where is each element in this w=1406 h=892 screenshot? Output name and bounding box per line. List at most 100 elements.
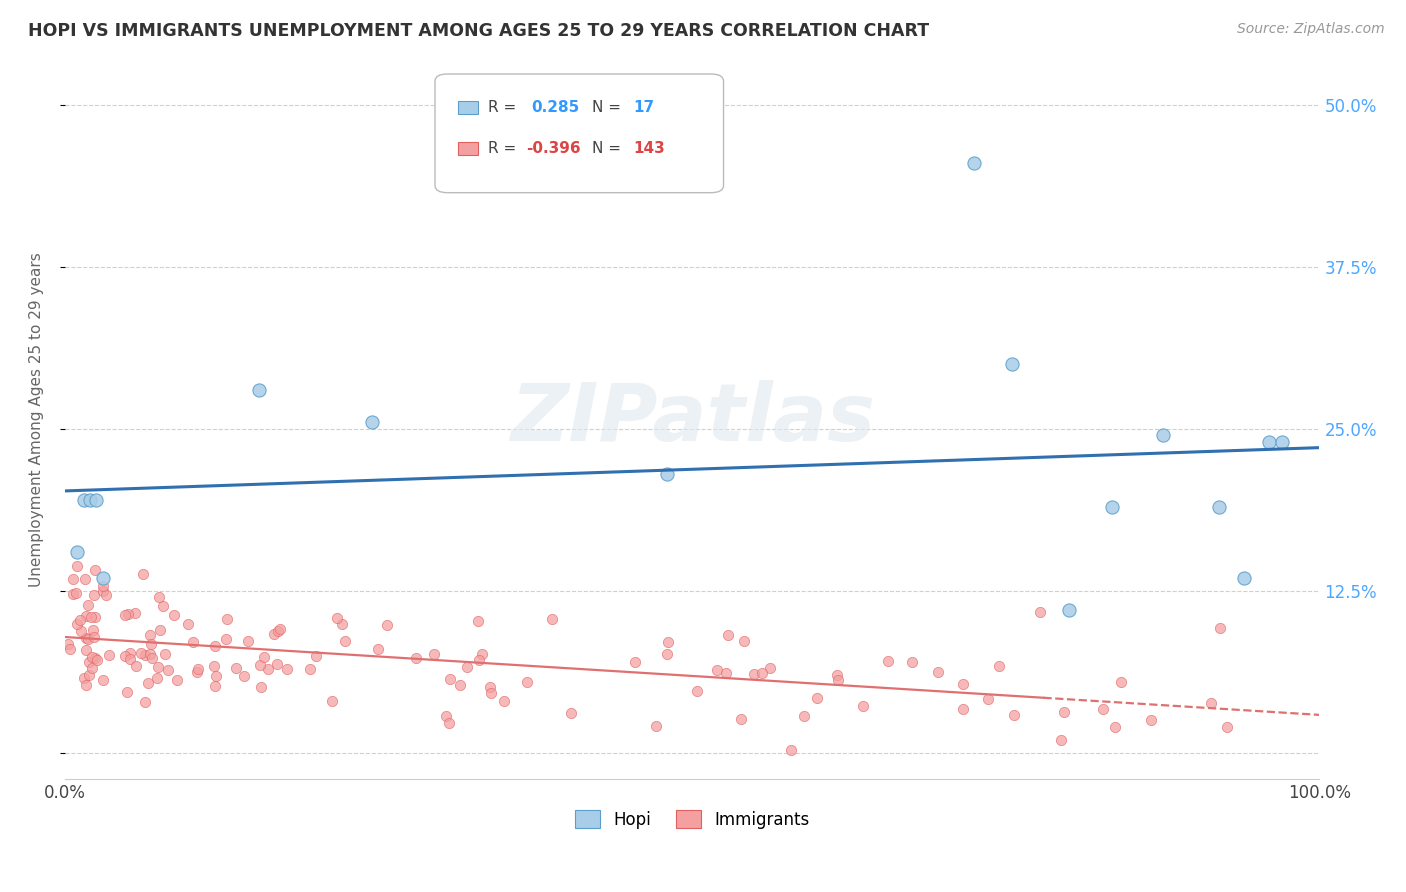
Point	[468, 653, 491, 667]
Point	[176, 616, 198, 631]
Point	[77, 632, 100, 647]
Point	[305, 649, 328, 664]
Point	[541, 612, 564, 626]
Text: -0.396: -0.396	[527, 141, 581, 156]
Point	[479, 680, 502, 694]
Point	[375, 618, 398, 632]
Point	[685, 684, 707, 698]
Point	[186, 665, 208, 679]
Point	[730, 712, 752, 726]
Point	[927, 665, 949, 679]
Text: 143: 143	[633, 141, 665, 156]
Point	[132, 567, 155, 582]
Point	[114, 607, 136, 622]
Text: R =: R =	[488, 100, 520, 115]
Point	[202, 659, 225, 673]
Point	[79, 493, 101, 508]
Point	[187, 662, 209, 676]
Text: ZIPatlas: ZIPatlas	[509, 380, 875, 458]
Point	[70, 624, 93, 638]
Text: N =: N =	[592, 141, 626, 156]
Point	[706, 663, 728, 677]
Point	[827, 673, 849, 688]
Point	[405, 650, 427, 665]
Point	[80, 610, 103, 624]
Point	[1092, 702, 1115, 716]
Point	[93, 673, 115, 687]
Point	[247, 383, 270, 397]
Point	[1104, 720, 1126, 734]
Point	[75, 678, 97, 692]
Text: Source: ZipAtlas.com: Source: ZipAtlas.com	[1237, 22, 1385, 37]
Point	[780, 743, 803, 757]
Point	[83, 631, 105, 645]
Point	[793, 708, 815, 723]
Point	[1233, 571, 1256, 585]
Point	[66, 545, 89, 559]
Y-axis label: Unemployment Among Ages 25 to 29 years: Unemployment Among Ages 25 to 29 years	[30, 252, 44, 587]
Point	[80, 649, 103, 664]
Point	[124, 606, 146, 620]
Point	[163, 608, 186, 623]
Point	[1209, 622, 1232, 636]
Point	[751, 665, 773, 680]
Text: R =: R =	[488, 141, 520, 156]
Point	[825, 668, 848, 682]
Point	[91, 579, 114, 593]
Point	[59, 641, 82, 656]
Point	[157, 664, 180, 678]
Point	[977, 692, 1000, 706]
Point	[236, 634, 259, 648]
Point	[1271, 434, 1294, 449]
Point	[204, 639, 226, 653]
Point	[75, 609, 97, 624]
Point	[75, 643, 97, 657]
Point	[65, 559, 87, 574]
Point	[298, 662, 321, 676]
Point	[65, 586, 87, 600]
Point	[806, 690, 828, 705]
Point	[77, 668, 100, 682]
Point	[257, 662, 280, 676]
Point	[73, 671, 96, 685]
Point	[987, 658, 1010, 673]
Point	[96, 589, 118, 603]
Point	[77, 655, 100, 669]
Point	[952, 702, 974, 716]
Point	[204, 679, 226, 693]
Point	[367, 641, 389, 656]
Point	[114, 649, 136, 664]
Point	[86, 653, 108, 667]
Text: 17: 17	[633, 100, 654, 115]
Point	[742, 666, 765, 681]
Point	[492, 694, 515, 708]
Point	[77, 598, 100, 612]
Point	[439, 716, 461, 731]
Point	[91, 584, 114, 599]
Point	[471, 647, 494, 661]
Point	[153, 647, 176, 661]
Point	[84, 609, 107, 624]
Point	[225, 661, 247, 675]
Point	[215, 612, 238, 626]
Point	[1109, 675, 1132, 690]
Point	[1050, 733, 1073, 747]
Point	[1258, 434, 1281, 449]
Point	[467, 614, 489, 628]
Point	[1001, 357, 1024, 371]
Point	[146, 671, 169, 685]
Point	[136, 675, 159, 690]
Point	[62, 572, 84, 586]
Point	[146, 660, 169, 674]
Point	[321, 694, 343, 708]
Point	[138, 647, 160, 661]
Point	[516, 674, 538, 689]
Point	[1199, 696, 1222, 710]
Point	[1053, 705, 1076, 719]
Point	[624, 655, 647, 669]
Point	[434, 709, 457, 723]
Point	[263, 627, 285, 641]
Point	[84, 650, 107, 665]
Point	[876, 654, 898, 668]
Point	[73, 493, 96, 508]
